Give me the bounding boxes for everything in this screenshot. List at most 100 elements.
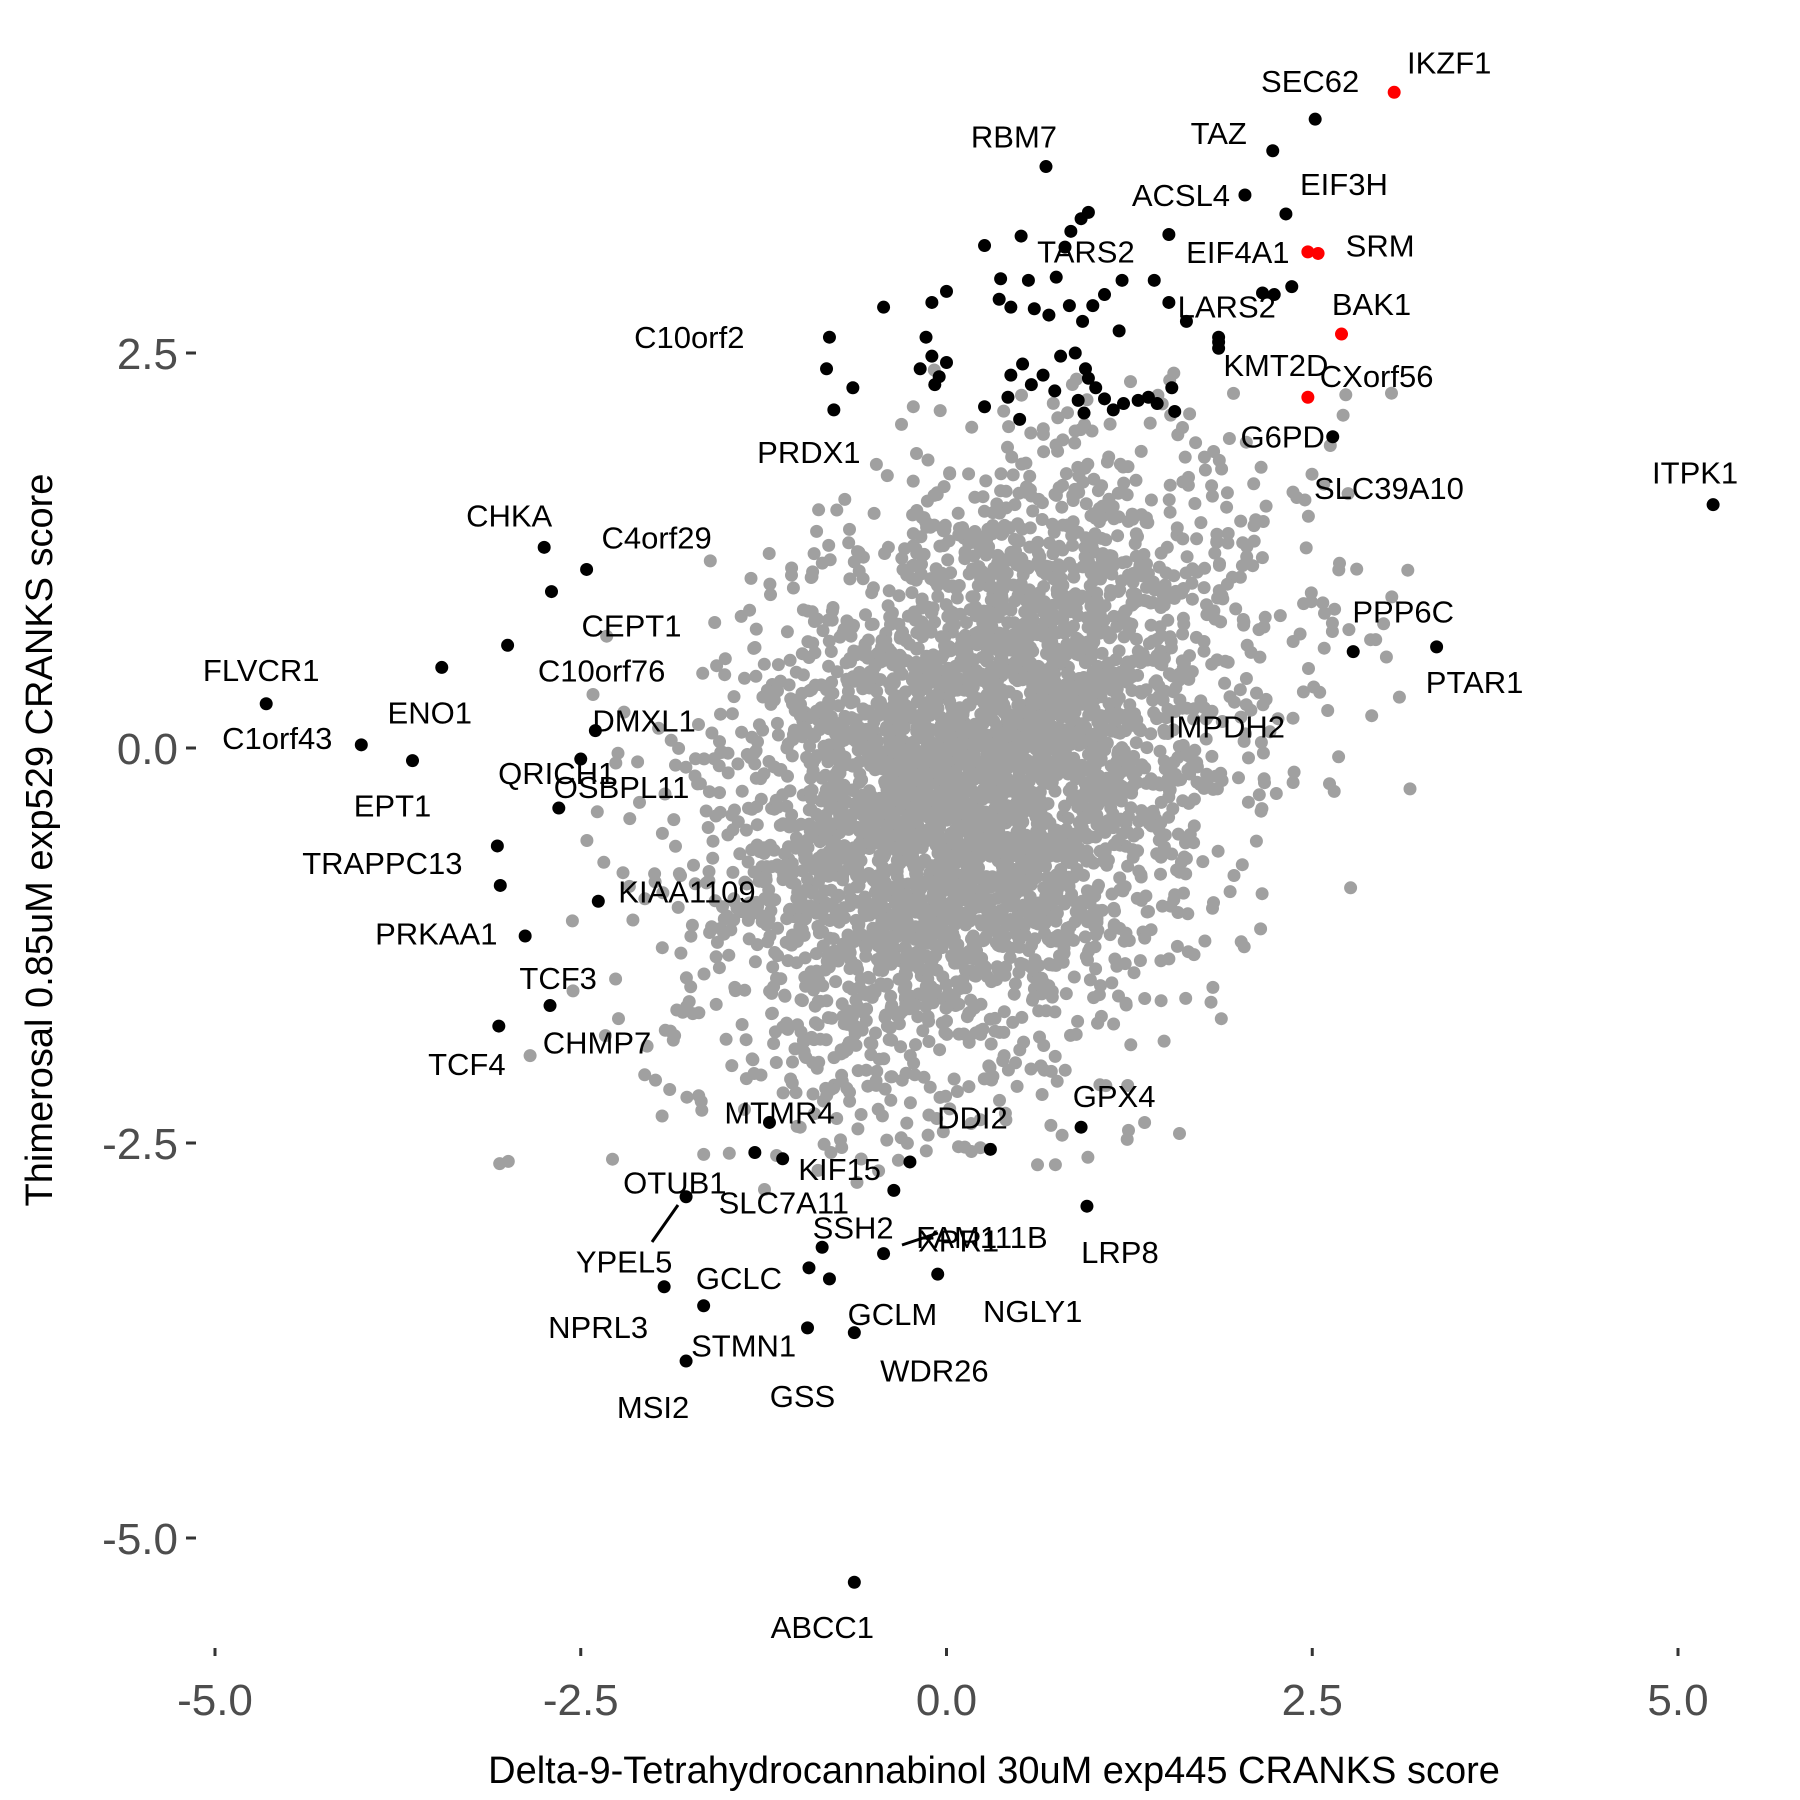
label-stmn1: STMN1 — [691, 1329, 796, 1364]
cloud-point — [1021, 655, 1035, 669]
cloud-point — [1025, 938, 1038, 952]
cloud-point — [1158, 578, 1172, 592]
cloud-point — [829, 975, 843, 989]
cloud-point — [999, 1113, 1013, 1127]
cloud-point — [658, 787, 672, 801]
cloud-point — [1134, 868, 1148, 882]
cloud-point — [1234, 514, 1248, 528]
cloud-point — [922, 1035, 936, 1048]
cloud-point — [1082, 679, 1096, 693]
cloud-point — [1214, 1012, 1228, 1026]
cloud-point — [699, 804, 713, 818]
cloud-point — [796, 668, 810, 682]
highlight-point — [1267, 288, 1281, 302]
highlight-point — [820, 362, 834, 376]
cloud-point — [1237, 615, 1251, 629]
cloud-point — [1007, 661, 1021, 675]
cloud-point — [1034, 709, 1048, 723]
cloud-point — [749, 771, 763, 785]
cloud-point — [955, 781, 969, 795]
cloud-point — [1197, 581, 1211, 595]
cloud-point — [1187, 712, 1201, 726]
cloud-point — [808, 999, 822, 1013]
label-tcf4: TCF4 — [428, 1047, 506, 1082]
cloud-point — [811, 875, 825, 889]
connector-ypel5 — [650, 1204, 680, 1243]
cloud-point — [869, 885, 882, 899]
cloud-point — [876, 654, 889, 668]
cloud-point — [1127, 829, 1141, 843]
cloud-point — [771, 949, 785, 963]
cloud-point — [921, 1128, 935, 1142]
cloud-point — [843, 1094, 857, 1108]
cloud-point — [821, 1011, 835, 1025]
cloud-point — [852, 879, 866, 893]
cloud-point — [1198, 561, 1212, 575]
cloud-point — [883, 1021, 897, 1035]
cloud-point — [1049, 823, 1063, 837]
highlight-point — [1068, 346, 1082, 360]
cloud-point — [878, 844, 892, 858]
cloud-point — [1144, 618, 1158, 632]
cloud-point — [1113, 457, 1127, 471]
cloud-point — [1059, 467, 1073, 481]
cloud-point — [836, 868, 850, 882]
cloud-point — [942, 579, 956, 593]
cloud-point — [1065, 529, 1079, 543]
cloud-point — [892, 819, 906, 833]
cloud-point — [1287, 765, 1301, 779]
cloud-point — [1052, 481, 1066, 495]
cloud-point — [1247, 477, 1261, 491]
cloud-point — [1182, 470, 1195, 484]
point-itpk1 — [1706, 498, 1720, 512]
cloud-point — [821, 613, 835, 627]
cloud-point — [1385, 590, 1399, 604]
cloud-point — [1176, 611, 1190, 625]
cloud-point — [972, 914, 986, 928]
cloud-point — [739, 823, 753, 837]
cloud-point — [902, 1002, 916, 1016]
cloud-point — [948, 771, 962, 785]
cloud-point — [1084, 509, 1098, 523]
cloud-point — [702, 865, 716, 878]
cloud-point — [856, 702, 870, 716]
cloud-point — [1015, 1010, 1029, 1024]
point-cxorf56 — [1212, 335, 1226, 349]
cloud-point — [790, 1119, 804, 1133]
cloud-point — [816, 624, 830, 638]
point-msi2 — [679, 1354, 693, 1368]
point-bak1 — [1335, 327, 1349, 341]
cloud-point — [697, 967, 711, 981]
cloud-point — [669, 758, 682, 772]
cloud-point — [807, 547, 821, 561]
cloud-point — [949, 661, 963, 675]
cloud-point — [942, 786, 956, 800]
cloud-point — [1006, 749, 1020, 763]
cloud-point — [1138, 809, 1152, 823]
cloud-point — [943, 695, 957, 709]
cloud-point — [756, 723, 770, 737]
cloud-point — [887, 676, 901, 690]
label-nprl3: NPRL3 — [548, 1310, 648, 1345]
cloud-point — [801, 604, 815, 618]
cloud-point — [914, 677, 928, 691]
label-kmt2d: KMT2D — [1223, 348, 1328, 383]
label-ept1: EPT1 — [354, 789, 432, 824]
cloud-point — [565, 914, 579, 928]
point-c10orf76 — [501, 638, 515, 652]
cloud-point — [1181, 907, 1195, 921]
point-sec62 — [1308, 112, 1322, 126]
point-lars2 — [1285, 280, 1299, 294]
cloud-point — [1134, 444, 1148, 458]
cloud-point — [981, 650, 994, 664]
cloud-point — [981, 693, 995, 707]
cloud-point — [1161, 613, 1175, 627]
label-tcf3: TCF3 — [519, 961, 597, 996]
cloud-point — [722, 1146, 736, 1160]
cloud-point — [1166, 802, 1180, 816]
label-rbm7: RBM7 — [971, 120, 1057, 155]
cloud-point — [838, 724, 852, 738]
cloud-point — [1174, 773, 1188, 787]
cloud-point — [872, 1164, 886, 1178]
cloud-point — [1181, 749, 1195, 762]
